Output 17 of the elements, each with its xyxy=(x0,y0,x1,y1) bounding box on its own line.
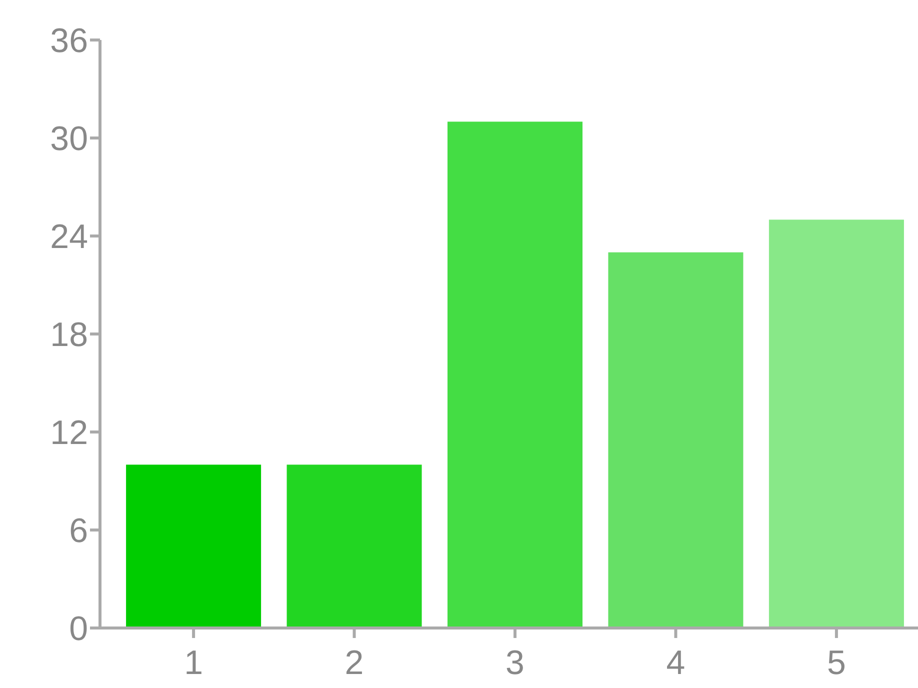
bar xyxy=(286,464,422,628)
bar xyxy=(608,252,744,628)
x-tick-label: 4 xyxy=(666,644,686,682)
x-tick-label: 3 xyxy=(506,644,524,682)
x-tick-label: 5 xyxy=(826,644,846,682)
bar xyxy=(768,220,904,628)
y-tick-label: 12 xyxy=(50,414,88,452)
x-tick-label: 2 xyxy=(344,644,364,682)
y-tick-label: 30 xyxy=(50,120,88,158)
bar xyxy=(126,464,262,628)
y-tick-label: 18 xyxy=(50,316,88,354)
y-tick-label: 24 xyxy=(50,218,88,256)
bar xyxy=(447,122,583,628)
x-tick-label: 1 xyxy=(184,644,204,682)
y-tick-label: 6 xyxy=(69,512,88,550)
y-tick-label: 36 xyxy=(50,22,88,60)
y-tick-label: 0 xyxy=(69,610,88,648)
